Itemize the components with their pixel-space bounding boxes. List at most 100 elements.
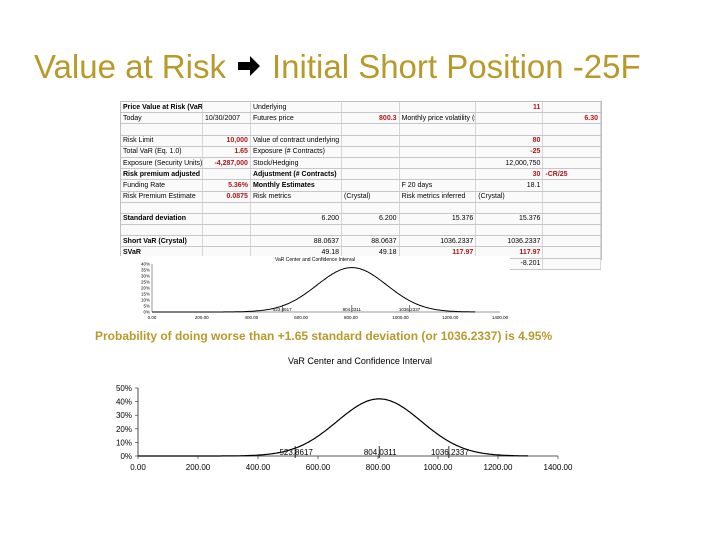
sheet-cell[interactable]: [121, 202, 203, 214]
sheet-cell[interactable]: [399, 168, 477, 181]
sheet-cell[interactable]: 6.30: [542, 112, 601, 125]
sheet-cell[interactable]: [250, 224, 343, 237]
sheet-cell[interactable]: 0.0875: [202, 191, 251, 203]
sheet-cell[interactable]: Today: [121, 112, 203, 125]
sheet-cell[interactable]: Risk premium adjusted VaR: [121, 168, 203, 181]
sheet-cell[interactable]: -4,287,000: [202, 157, 251, 170]
sheet-cell[interactable]: 12,000,750: [475, 157, 544, 170]
sheet-cell[interactable]: [542, 135, 601, 147]
sheet-cell[interactable]: [542, 179, 601, 192]
sheet-cell[interactable]: Short VaR (Crystal): [121, 235, 203, 248]
sheet-cell[interactable]: [399, 123, 477, 136]
sheet-cell[interactable]: [399, 157, 477, 170]
distribution-curve: [138, 398, 528, 457]
sheet-cell[interactable]: Value of contract underlying: [250, 135, 343, 147]
sheet-cell[interactable]: Risk metrics inferred: [399, 191, 477, 203]
sheet-cell[interactable]: [542, 191, 601, 203]
sheet-cell[interactable]: 6.200: [341, 213, 400, 226]
x-tick-label: 400.00: [246, 463, 271, 472]
sheet-cell[interactable]: [202, 235, 251, 248]
sheet-cell[interactable]: [475, 123, 544, 136]
sheet-cell[interactable]: [341, 123, 400, 136]
small-y-tick-label: 5%: [143, 304, 150, 309]
small-var-chart: VaR Center and Confidence Interval 40%35…: [120, 256, 510, 326]
sheet-cell[interactable]: Stock/Hedging: [250, 157, 343, 170]
sheet-cell[interactable]: [542, 157, 601, 170]
sheet-cell[interactable]: [542, 246, 601, 259]
sheet-cell[interactable]: [202, 123, 251, 136]
sheet-cell[interactable]: [250, 202, 343, 214]
sheet-cell[interactable]: Funding Rate: [121, 179, 203, 192]
sheet-cell[interactable]: [399, 202, 477, 214]
sheet-cell[interactable]: [399, 146, 477, 158]
sheet-cell[interactable]: -CR/25: [542, 168, 601, 181]
sheet-cell[interactable]: Standard deviation: [121, 213, 203, 226]
sheet-cell[interactable]: 6.200: [250, 213, 343, 226]
sheet-cell[interactable]: 10,000: [202, 135, 251, 147]
sheet-cell[interactable]: [202, 224, 251, 237]
small-y-tick-label: 0%: [143, 310, 150, 315]
sheet-cell[interactable]: 800.3: [341, 112, 400, 125]
sheet-cell[interactable]: [341, 224, 400, 237]
sheet-cell[interactable]: [341, 157, 400, 170]
sheet-cell[interactable]: [399, 224, 477, 237]
sheet-cell[interactable]: 5.36%: [202, 179, 251, 192]
sheet-cell[interactable]: [542, 213, 601, 226]
sheet-cell[interactable]: [341, 202, 400, 214]
sheet-row: Risk Limit 10,000 Value of contract underl…: [121, 135, 601, 147]
sheet-cell[interactable]: 30: [475, 168, 544, 181]
sheet-cell[interactable]: [475, 202, 544, 214]
sheet-cell[interactable]: [202, 102, 251, 114]
sheet-cell[interactable]: Monthly price volatility (stan. dev.): [399, 112, 477, 125]
sheet-cell[interactable]: Monthly Estimates: [250, 179, 343, 192]
sheet-cell[interactable]: Risk Limit: [121, 135, 203, 147]
sheet-cell[interactable]: Underlying: [250, 102, 343, 114]
sheet-cell[interactable]: [202, 213, 251, 226]
sheet-cell[interactable]: [341, 146, 400, 158]
sheet-cell[interactable]: [542, 235, 601, 248]
sheet-cell[interactable]: Risk Premium Estimate: [121, 191, 203, 203]
sheet-cell[interactable]: Risk metrics: [250, 191, 343, 203]
sheet-cell[interactable]: [475, 112, 544, 125]
sheet-cell[interactable]: 1036.2337: [475, 235, 544, 248]
sheet-cell[interactable]: (Crystal): [475, 191, 544, 203]
sheet-cell[interactable]: Futures price: [250, 112, 343, 125]
sheet-cell[interactable]: Price Value at Risk (VaR): [121, 102, 203, 114]
sheet-cell[interactable]: 15.376: [399, 213, 477, 226]
sheet-cell[interactable]: [542, 102, 601, 114]
sheet-cell[interactable]: [542, 258, 601, 270]
sheet-cell[interactable]: [341, 168, 400, 181]
sheet-cell[interactable]: Exposure (Security Units): [121, 157, 203, 170]
sheet-cell[interactable]: 1036.2337: [399, 235, 477, 248]
sheet-cell[interactable]: [542, 123, 601, 136]
sheet-cell[interactable]: [250, 123, 343, 136]
sheet-cell[interactable]: Exposure (# Contracts): [250, 146, 343, 158]
sheet-cell[interactable]: 15.376: [475, 213, 544, 226]
sheet-cell[interactable]: [399, 135, 477, 147]
sheet-cell[interactable]: [341, 102, 400, 114]
sheet-cell[interactable]: (Crystal): [341, 191, 400, 203]
sheet-cell[interactable]: [399, 102, 477, 114]
sheet-cell[interactable]: 11: [475, 102, 544, 114]
sheet-cell[interactable]: 88.0637: [341, 235, 400, 248]
sheet-cell[interactable]: [341, 179, 400, 192]
sheet-cell[interactable]: Adjustment (# Contracts): [250, 168, 343, 181]
sheet-cell[interactable]: 80: [475, 135, 544, 147]
sheet-cell[interactable]: [202, 168, 251, 181]
sheet-cell[interactable]: Total VaR (Eq. 1.0): [121, 146, 203, 158]
sheet-cell[interactable]: 1.65: [202, 146, 251, 158]
sheet-cell[interactable]: [542, 202, 601, 214]
sheet-cell[interactable]: [202, 202, 251, 214]
sheet-cell[interactable]: 18.1: [475, 179, 544, 192]
sheet-cell[interactable]: [341, 135, 400, 147]
sheet-cell[interactable]: [121, 224, 203, 237]
sheet-cell[interactable]: [542, 146, 601, 158]
sheet-cell[interactable]: [121, 123, 203, 136]
sheet-cell[interactable]: [475, 224, 544, 237]
sheet-cell[interactable]: 88.0637: [250, 235, 343, 248]
sheet-cell[interactable]: F 20 days: [399, 179, 477, 192]
sheet-cell[interactable]: -25: [475, 146, 544, 158]
sheet-cell[interactable]: 10/30/2007: [202, 112, 251, 125]
sheet-cell[interactable]: [542, 224, 601, 237]
x-tick-label: 600.00: [306, 463, 331, 472]
